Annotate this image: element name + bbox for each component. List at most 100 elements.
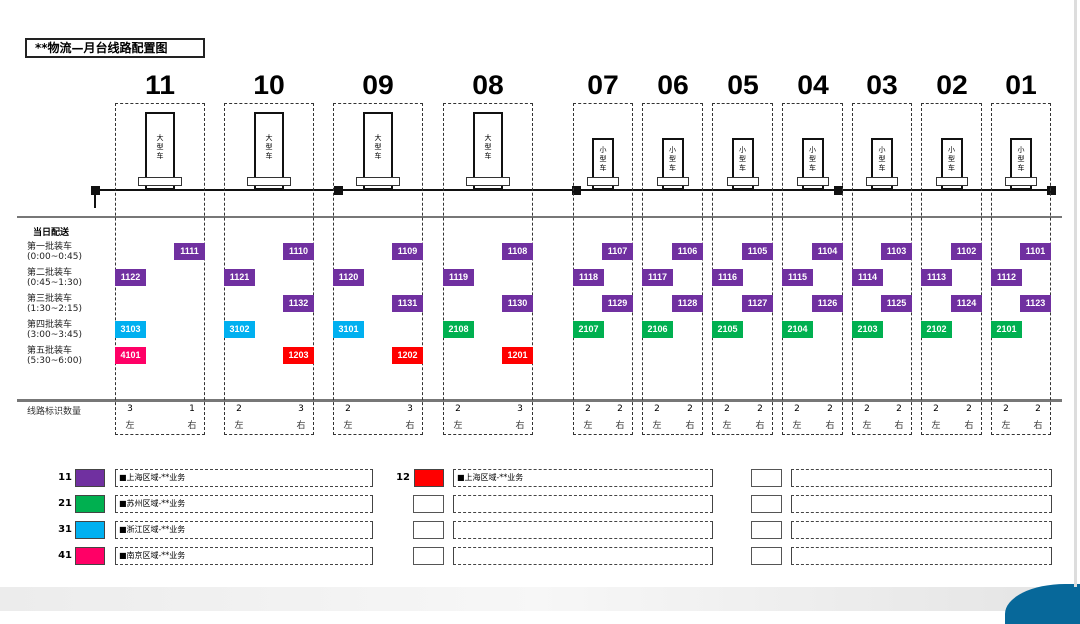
route-badge[interactable]: 1103 — [881, 243, 912, 260]
route-badge[interactable]: 1202 — [392, 347, 423, 364]
right-label: 右 — [515, 421, 525, 431]
route-badge[interactable]: 1130 — [502, 295, 533, 312]
truck-bumper — [587, 177, 619, 186]
route-badge[interactable]: 1111 — [174, 243, 205, 260]
route-badge[interactable]: 1109 — [392, 243, 423, 260]
legend-swatch-empty[interactable] — [413, 547, 444, 565]
route-badge[interactable]: 1120 — [333, 269, 364, 286]
legend-text[interactable]: ■浙江区域-**业务 — [115, 521, 373, 539]
route-badge[interactable]: 1125 — [881, 295, 912, 312]
route-badge[interactable]: 1124 — [951, 295, 982, 312]
route-badge[interactable]: 1112 — [991, 269, 1022, 286]
left-count: 2 — [724, 404, 730, 414]
route-badge[interactable]: 1129 — [602, 295, 633, 312]
truck-bumper — [866, 177, 898, 186]
route-badge[interactable]: 1126 — [812, 295, 843, 312]
right-count: 3 — [517, 404, 523, 414]
dock-number: 06 — [656, 70, 689, 100]
route-badge[interactable]: 3102 — [224, 321, 255, 338]
legend-text[interactable] — [453, 547, 713, 565]
legend-text[interactable] — [453, 521, 713, 539]
route-badge[interactable]: 1116 — [712, 269, 743, 286]
route-badge[interactable]: 2104 — [782, 321, 813, 338]
legend-text[interactable] — [791, 521, 1052, 539]
route-badge[interactable]: 1131 — [392, 295, 423, 312]
dock-number: 03 — [866, 70, 898, 100]
route-badge[interactable]: 1127 — [742, 295, 773, 312]
route-badge[interactable]: 1110 — [283, 243, 314, 260]
legend-text[interactable]: ■苏州区域-**业务 — [115, 495, 373, 513]
route-badge[interactable]: 1114 — [852, 269, 883, 286]
batch-label: 第四批装车 (3:00~3:45) — [27, 320, 82, 340]
route-badge[interactable]: 1123 — [1020, 295, 1051, 312]
left-label: 左 — [125, 421, 135, 431]
route-badge[interactable]: 1132 — [283, 295, 314, 312]
route-badge[interactable]: 1203 — [283, 347, 314, 364]
batch-label: 第三批装车 (1:30~2:15) — [27, 294, 82, 314]
route-badge[interactable]: 1104 — [812, 243, 843, 260]
batch-label: 第五批装车 (5:30~6:00) — [27, 346, 82, 366]
legend-swatch-empty[interactable] — [751, 521, 782, 539]
track-marker — [572, 186, 581, 195]
route-badge[interactable]: 1105 — [742, 243, 773, 260]
truck-bumper — [935, 177, 968, 186]
legend-swatch-empty[interactable] — [751, 495, 782, 513]
route-badge[interactable]: 1118 — [573, 269, 604, 286]
truck-bumper — [138, 177, 182, 186]
route-badge[interactable]: 2106 — [642, 321, 673, 338]
count-label: 线路标识数量 — [27, 407, 82, 417]
route-badge[interactable]: 1101 — [1020, 243, 1051, 260]
truck-bumper — [796, 177, 829, 186]
batch-name: 第四批装车 — [27, 320, 73, 330]
left-label: 左 — [792, 421, 802, 431]
right-label: 右 — [755, 421, 765, 431]
legend-text[interactable]: ■上海区域-**业务 — [453, 469, 713, 487]
legend-text[interactable] — [791, 547, 1052, 565]
legend-text[interactable] — [791, 469, 1052, 487]
route-badge[interactable]: 2103 — [852, 321, 883, 338]
batch-time: (0:00~0:45) — [27, 252, 82, 262]
route-badge[interactable]: 1119 — [443, 269, 474, 286]
route-badge[interactable]: 1115 — [782, 269, 813, 286]
right-label: 右 — [685, 421, 695, 431]
legend-swatch-empty[interactable] — [413, 521, 444, 539]
right-label: 右 — [187, 421, 197, 431]
route-badge[interactable]: 3101 — [333, 321, 364, 338]
page-border — [1074, 0, 1077, 587]
route-badge[interactable]: 1122 — [115, 269, 146, 286]
route-badge[interactable]: 1117 — [642, 269, 673, 286]
route-badge[interactable]: 2107 — [573, 321, 604, 338]
route-badge[interactable]: 2105 — [712, 321, 743, 338]
legend-text[interactable] — [453, 495, 713, 513]
legend-text[interactable]: ■南京区域-**业务 — [115, 547, 373, 565]
legend-swatch-empty[interactable] — [751, 469, 782, 487]
route-badge[interactable]: 1113 — [921, 269, 952, 286]
legend-text[interactable]: ■上海区域-**业务 — [115, 469, 373, 487]
left-label: 左 — [931, 421, 941, 431]
legend-swatch-empty[interactable] — [751, 547, 782, 565]
route-badge[interactable]: 1128 — [672, 295, 703, 312]
legend-swatch — [75, 547, 105, 565]
route-badge[interactable]: 1107 — [602, 243, 633, 260]
route-badge[interactable]: 3103 — [115, 321, 146, 338]
track-post — [94, 190, 96, 208]
route-badge[interactable]: 4101 — [115, 347, 146, 364]
route-badge[interactable]: 1106 — [672, 243, 703, 260]
legend-text[interactable] — [791, 495, 1052, 513]
route-badge[interactable]: 1121 — [224, 269, 255, 286]
right-label: 右 — [964, 421, 974, 431]
right-label: 右 — [296, 421, 306, 431]
truck-label: 小型车 — [1017, 146, 1025, 172]
route-badge[interactable]: 1108 — [502, 243, 533, 260]
route-badge[interactable]: 2101 — [991, 321, 1022, 338]
batch-time: (5:30~6:00) — [27, 356, 82, 366]
legend-swatch-empty[interactable] — [413, 495, 444, 513]
left-count: 2 — [345, 404, 351, 414]
route-badge[interactable]: 1102 — [951, 243, 982, 260]
left-count: 2 — [236, 404, 242, 414]
route-badge[interactable]: 1201 — [502, 347, 533, 364]
left-count: 2 — [455, 404, 461, 414]
route-badge[interactable]: 2102 — [921, 321, 952, 338]
route-badge[interactable]: 2108 — [443, 321, 474, 338]
left-label: 左 — [234, 421, 244, 431]
